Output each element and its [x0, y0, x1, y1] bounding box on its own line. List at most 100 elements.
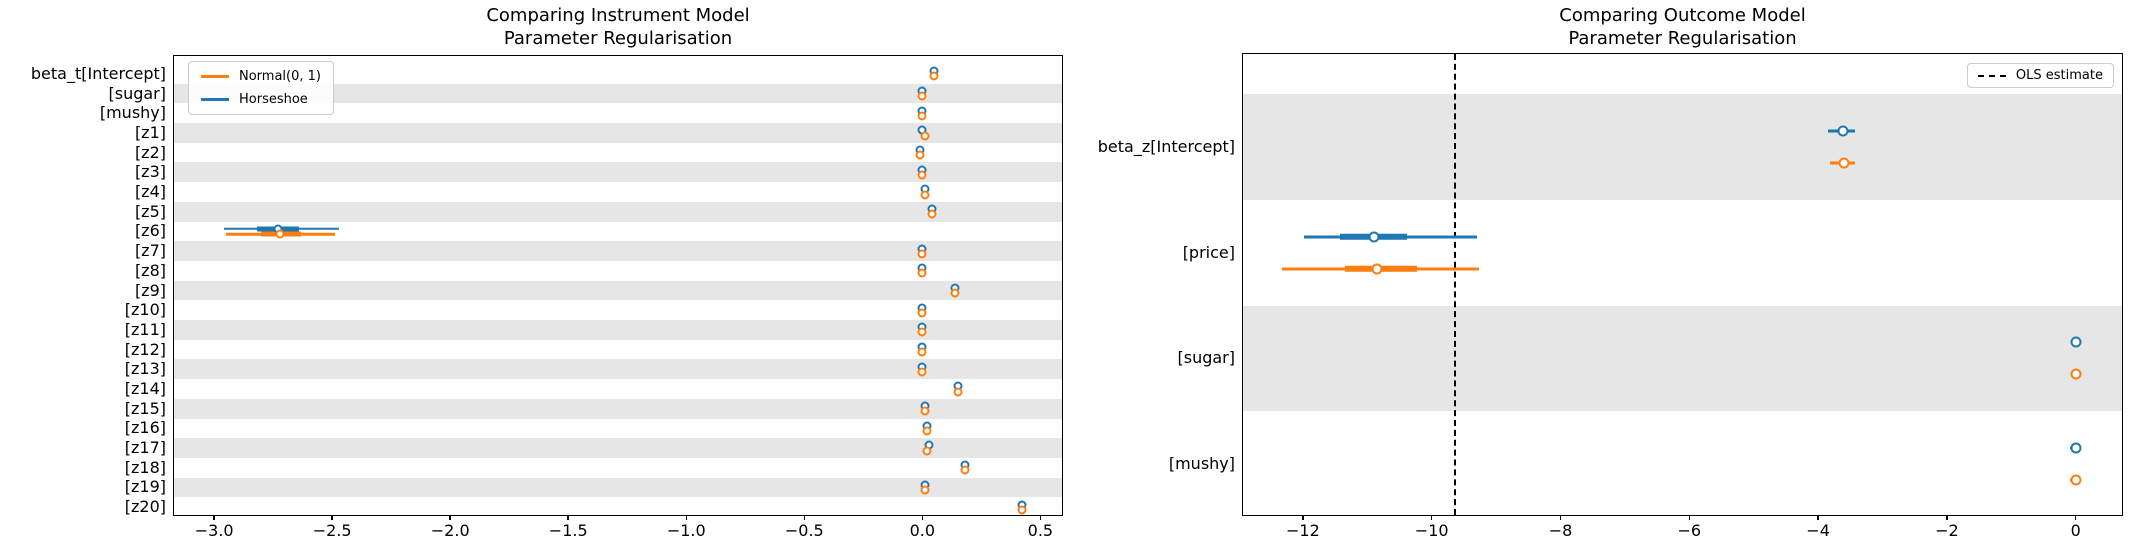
y-axis-label: [mushy] — [1168, 454, 1235, 474]
row-band — [174, 438, 1062, 458]
median-dot-normal — [960, 465, 970, 475]
y-axis-label: [sugar] — [1177, 348, 1236, 368]
median-dot-normal — [2070, 368, 2082, 380]
row-band — [174, 83, 1062, 104]
x-tick — [1430, 515, 1433, 520]
y-axis-label: [z10] — [124, 300, 166, 320]
row-band — [174, 359, 1062, 380]
ols-dashed-line-sample-icon — [1977, 74, 2006, 77]
median-dot-horseshoe — [1837, 125, 1849, 137]
x-tick-label: 0.0 — [909, 521, 936, 540]
y-axis-label: [z5] — [134, 201, 166, 221]
row-band — [174, 162, 1062, 183]
median-dot-normal — [917, 367, 927, 377]
median-dot-normal — [917, 249, 927, 259]
x-tick-label: −4 — [1806, 521, 1830, 540]
row-band — [1243, 305, 2122, 412]
x-tick — [213, 515, 215, 520]
right-plot-title-line1: Comparing Outcome Model — [1559, 5, 1806, 26]
median-dot-normal — [917, 347, 927, 357]
median-dot-normal — [275, 229, 285, 239]
x-tick-label: −8 — [1548, 521, 1573, 540]
y-axis-label: [z2] — [134, 142, 166, 162]
x-tick-label: −10 — [1414, 521, 1449, 540]
x-tick-label: 0.5 — [1027, 521, 1054, 540]
median-dot-normal — [917, 308, 927, 318]
median-dot-normal — [1371, 263, 1383, 275]
y-axis-label: [z16] — [124, 418, 166, 438]
y-axis-label: [z14] — [124, 378, 166, 398]
row-band — [174, 241, 1062, 261]
x-tick — [1302, 515, 1304, 520]
right-plot-title-line2: Parameter Regularisation — [1568, 28, 1797, 49]
x-tick-label: −12 — [1286, 521, 1320, 540]
y-axis-label: [z15] — [124, 398, 166, 418]
median-dot-normal — [1017, 505, 1026, 515]
median-dot-normal — [917, 327, 927, 337]
y-axis-label: [price] — [1182, 242, 1235, 262]
legend-entry-horseshoe: Horseshoe — [201, 93, 321, 106]
y-axis-label: beta_z[Intercept] — [1097, 136, 1235, 156]
x-tick-label: −2 — [1935, 521, 1959, 540]
x-tick — [685, 515, 688, 520]
y-axis-label: [z8] — [134, 260, 166, 280]
median-dot-normal — [917, 91, 927, 101]
x-tick-label: −0.5 — [784, 521, 824, 540]
left-plot-title-line2: Parameter Regularisation — [503, 28, 733, 49]
x-tick-label: −2.5 — [312, 521, 352, 540]
normal-line-sample-icon — [201, 75, 229, 78]
median-dot-normal — [920, 406, 930, 416]
median-dot-normal — [920, 190, 930, 200]
median-dot-normal — [915, 150, 925, 160]
ols-estimate-line — [1454, 54, 1457, 515]
y-axis-label: [mushy] — [99, 103, 166, 123]
median-dot-normal — [920, 485, 930, 495]
x-tick — [1817, 515, 1819, 520]
median-dot-horseshoe — [1368, 231, 1380, 243]
horseshoe-line-sample-icon — [201, 98, 229, 101]
x-tick — [1559, 515, 1562, 520]
median-dot-normal — [950, 288, 960, 298]
x-tick — [1039, 515, 1042, 520]
row-band — [174, 477, 1062, 498]
y-axis-label: [sugar] — [108, 83, 167, 103]
x-tick — [449, 515, 451, 520]
median-dot-normal — [953, 387, 963, 397]
x-tick — [1946, 515, 1948, 520]
row-band — [174, 201, 1062, 222]
x-tick — [567, 515, 569, 520]
x-tick — [803, 515, 806, 520]
x-tick — [1688, 515, 1691, 520]
instrument-model-axes: Normal(0, 1) Horseshoe beta_t[Intercept]… — [31, 55, 1063, 539]
row-band — [1243, 94, 2122, 200]
median-dot-normal — [929, 71, 939, 81]
row-band — [174, 320, 1062, 340]
x-tick-label: −6 — [1677, 521, 1702, 540]
median-dot-normal — [2070, 474, 2082, 486]
median-dot-horseshoe — [2070, 442, 2082, 454]
y-axis-label: [z11] — [124, 319, 166, 339]
legend-entry-normal: Normal(0, 1) — [201, 70, 321, 83]
y-axis-label: [z13] — [124, 359, 166, 379]
y-axis-label: [z17] — [124, 438, 166, 458]
legend-label-ols: OLS estimate — [2015, 68, 2103, 83]
y-axis-label: [z6] — [134, 221, 166, 241]
y-axis-label: [z19] — [124, 477, 166, 497]
y-axis-label: [z20] — [124, 497, 166, 517]
right-plot-legend: OLS estimate — [1966, 63, 2114, 88]
left-plot-legend: Normal(0, 1) Horseshoe — [188, 61, 334, 115]
median-dot-normal — [922, 446, 932, 456]
row-band — [174, 123, 1062, 143]
y-axis-label: [z1] — [134, 122, 166, 142]
median-dot-normal — [920, 131, 930, 141]
y-axis-label: [z3] — [134, 162, 166, 182]
y-axis-label: [z4] — [134, 182, 166, 202]
right-plot-title: Comparing Outcome Model Parameter Regula… — [1242, 4, 2123, 50]
row-band — [174, 398, 1062, 419]
y-axis-label: [z18] — [124, 457, 166, 477]
x-tick-label: −3.0 — [194, 521, 234, 540]
x-tick — [331, 515, 333, 520]
legend-label-normal: Normal(0, 1) — [239, 69, 321, 84]
median-dot-normal — [917, 268, 927, 278]
x-tick-label: −1.0 — [666, 521, 706, 540]
